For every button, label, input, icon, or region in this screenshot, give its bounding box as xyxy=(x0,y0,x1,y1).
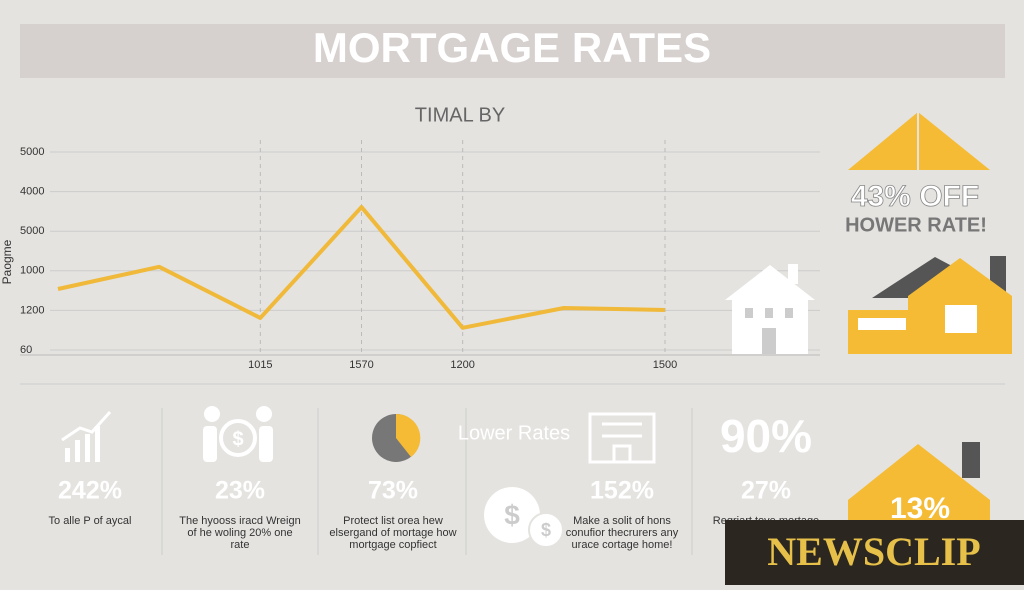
house-icon xyxy=(725,264,815,354)
big-stat: 90% xyxy=(720,410,812,462)
y-tick-label: 5000 xyxy=(20,146,44,158)
yellow-house xyxy=(848,256,1012,354)
stat-value: 152% xyxy=(590,477,654,505)
building-icon xyxy=(588,412,656,464)
x-tick-label: 1200 xyxy=(450,359,474,371)
stat-cards: 242% To alle P of aycal 23% The hyooss irac… xyxy=(49,477,820,551)
x-tick-label: 1570 xyxy=(349,359,373,371)
y-tick-label: 60 xyxy=(20,344,32,356)
x-tick-label: 1015 xyxy=(248,359,272,371)
svg-text:$: $ xyxy=(232,428,243,450)
promo-headline: 43% OFF xyxy=(851,180,979,213)
watermark-box xyxy=(725,520,1024,585)
stat-text: To alle P of aycal xyxy=(49,515,132,527)
stat-value: 23% xyxy=(215,477,265,505)
y-tick-label: 5000 xyxy=(20,225,44,237)
corner-house xyxy=(848,442,990,540)
y-tick-label: 1200 xyxy=(20,304,44,316)
coins-icon: $ $ xyxy=(484,487,564,548)
y-axis-label: Paogme xyxy=(0,239,14,284)
line-series xyxy=(57,205,666,330)
stat-text: Protect list orea hew elsergand of mortag… xyxy=(329,515,456,551)
chart-title: TIMAL BY xyxy=(415,104,505,126)
stat-value: 73% xyxy=(368,477,418,505)
x-tick-label: 1500 xyxy=(653,359,677,371)
people-icon: $ xyxy=(203,406,273,462)
stat-text: Make a solit of hons conufior thecrurers … xyxy=(566,515,679,551)
growth-icon xyxy=(61,410,112,462)
corner-stat: 13% xyxy=(890,492,950,525)
svg-text:$: $ xyxy=(504,499,520,530)
watermark: NEWSCLIP xyxy=(767,529,980,574)
card-dividers xyxy=(161,408,693,555)
promo-subline: HOWER RATE! xyxy=(845,214,987,236)
title: MORTGAGE RATES xyxy=(313,24,711,71)
svg-text:$: $ xyxy=(541,520,551,540)
pie-icon xyxy=(372,413,421,462)
y-tick-label: 1000 xyxy=(20,265,44,277)
line-chart: 60 1200 1000 5000 4000 5000 1015 1570 1200 1500 xyxy=(20,140,820,371)
lower-rates: Lower Rates xyxy=(458,422,570,444)
y-tick-label: 4000 xyxy=(20,186,44,198)
stat-value: 242% xyxy=(58,477,122,505)
header-band xyxy=(20,24,1005,78)
stat-value: 27% xyxy=(741,477,791,505)
stat-text: The hyooss iracd Wreign of he woling 20% … xyxy=(179,515,300,551)
